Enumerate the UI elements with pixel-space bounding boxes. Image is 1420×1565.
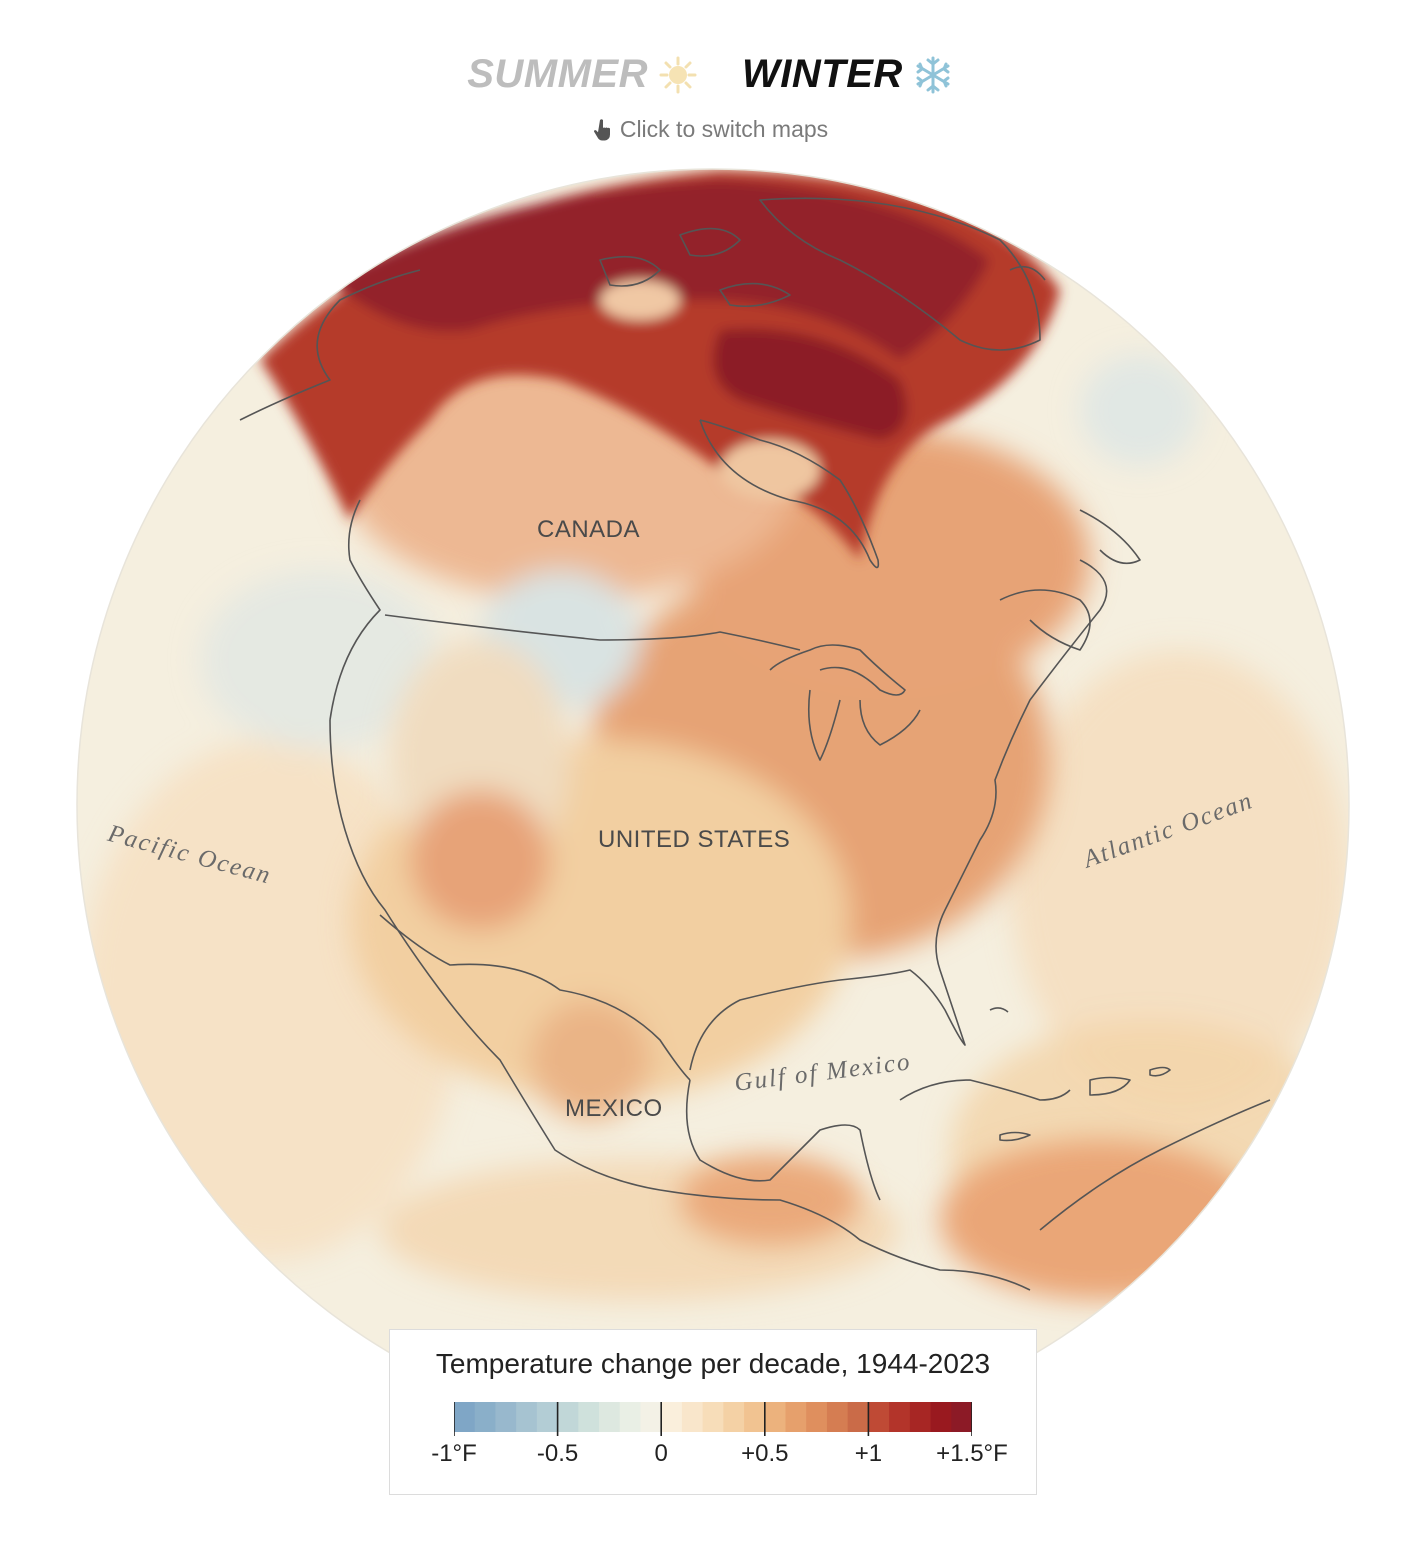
legend-tick-label: +1	[854, 1440, 883, 1467]
legend-bin	[619, 1402, 642, 1432]
hint-text: Click to switch maps	[619, 116, 829, 142]
label-canada: CANADA	[537, 516, 641, 543]
winter-label: WINTER	[742, 52, 903, 96]
legend-tick-label: +1.5°F	[936, 1440, 1008, 1467]
coastlines	[239, 197, 1271, 1291]
arctic-anomaly-shading	[260, 170, 1060, 560]
legend: Temperature change per decade, 1944-2023…	[389, 1329, 1037, 1495]
legend-bin	[785, 1402, 807, 1432]
legend-bin	[454, 1402, 476, 1432]
legend-bin	[744, 1402, 766, 1432]
legend-bin	[474, 1402, 497, 1432]
summer-label: SUMMER	[467, 52, 648, 96]
legend-bin	[536, 1402, 559, 1432]
label-united-states: UNITED STATES	[598, 826, 791, 853]
legend-tick-label: 0	[654, 1440, 668, 1467]
legend-title: Temperature change per decade, 1944-2023	[435, 1348, 991, 1379]
sun-icon	[659, 56, 697, 93]
legend-tick-label: +0.5	[741, 1440, 789, 1467]
legend-bin	[557, 1402, 579, 1432]
legend-color-scale	[454, 1402, 972, 1436]
season-toggle: SUMMER WINTER	[0, 52, 1420, 97]
legend-bin	[723, 1402, 745, 1432]
legend-bin	[951, 1402, 972, 1432]
legend-bin	[516, 1402, 538, 1432]
switch-maps-hint[interactable]: Click to switch maps	[0, 116, 1420, 143]
legend-bin	[764, 1402, 787, 1432]
label-mexico: MEXICO	[565, 1095, 663, 1122]
legend-bin	[661, 1402, 683, 1432]
legend-bin	[599, 1402, 621, 1432]
legend-bin	[702, 1402, 724, 1432]
legend-bin	[640, 1402, 662, 1432]
legend-bin	[889, 1402, 911, 1432]
land-anomaly-shading	[340, 340, 1260, 1300]
pointer-hand-icon	[593, 118, 610, 140]
legend-tick-label: -1°F	[431, 1440, 477, 1467]
legend-bin	[681, 1402, 704, 1432]
legend-bin	[578, 1402, 600, 1432]
legend-tick-label: -0.5	[536, 1440, 579, 1467]
legend-bin	[826, 1402, 849, 1432]
legend-bin	[847, 1402, 869, 1432]
legend-bin	[495, 1402, 517, 1432]
legend-bin	[930, 1402, 952, 1432]
legend-bin	[868, 1402, 890, 1432]
legend-bin	[909, 1402, 932, 1432]
summer-button[interactable]: SUMMER	[467, 52, 698, 97]
legend-bin	[806, 1402, 828, 1432]
winter-button[interactable]: WINTER	[742, 52, 953, 97]
snowflake-icon	[916, 56, 950, 93]
